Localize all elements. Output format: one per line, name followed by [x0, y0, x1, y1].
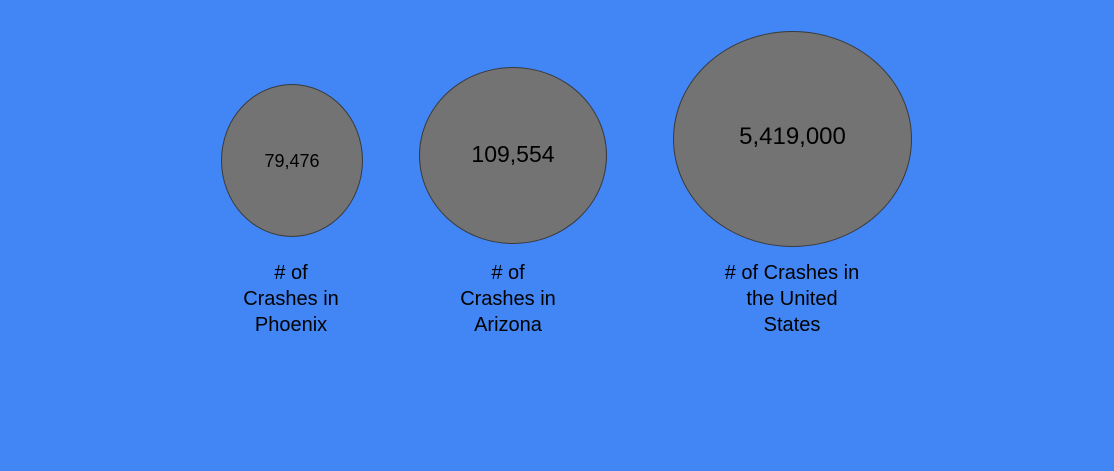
label-united-states: # of Crashes in the United States — [707, 260, 877, 338]
label-line: States — [763, 314, 821, 336]
label-line: # of Crashes in — [724, 262, 860, 284]
label-phoenix: # of Crashes in Phoenix — [229, 260, 353, 338]
bubble-phoenix: 79,476 — [221, 84, 363, 237]
label-line: # of — [491, 262, 525, 284]
label-line: the United — [746, 288, 838, 310]
bubble-value-arizona: 109,554 — [471, 141, 555, 167]
bubble-arizona: 109,554 — [419, 67, 607, 244]
label-line: Crashes in — [243, 288, 339, 310]
label-line: Arizona — [474, 314, 542, 336]
bubble-value-united-states: 5,419,000 — [739, 122, 846, 150]
label-line: Crashes in — [460, 288, 556, 310]
label-arizona: # of Crashes in Arizona — [446, 260, 570, 338]
label-line: # of — [274, 262, 308, 284]
bubble-value-phoenix: 79,476 — [264, 150, 320, 171]
bubble-united-states: 5,419,000 — [673, 31, 912, 247]
label-line: Phoenix — [254, 314, 328, 336]
